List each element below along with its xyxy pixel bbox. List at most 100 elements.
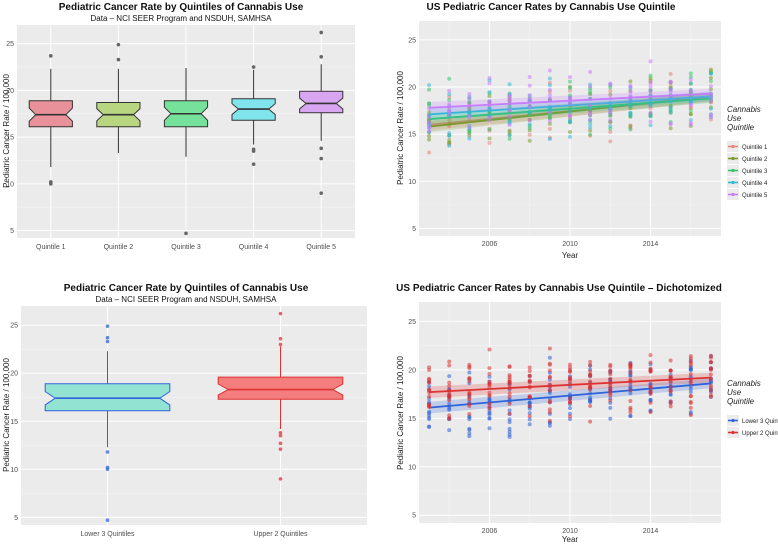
data-point <box>608 391 613 396</box>
data-point <box>527 400 532 405</box>
outlier-point <box>319 30 324 35</box>
data-point <box>588 363 593 368</box>
outlier-point <box>251 162 256 166</box>
box-quintile-3 <box>163 67 209 236</box>
data-point <box>547 76 552 81</box>
x-tick-label: 2014 <box>643 528 659 535</box>
data-point <box>708 76 713 81</box>
legend-label: Lower 3 Quintiles <box>742 419 778 425</box>
data-point <box>427 404 432 409</box>
x-tick-label: 2006 <box>482 241 498 248</box>
data-point <box>588 112 593 117</box>
data-point <box>467 411 472 416</box>
data-point <box>568 406 572 411</box>
data-point <box>688 77 693 82</box>
data-point <box>588 117 593 122</box>
data-point <box>527 118 532 123</box>
data-point <box>507 122 512 127</box>
data-point <box>608 107 613 112</box>
data-point <box>527 404 532 409</box>
outlier-point <box>278 342 283 347</box>
data-point <box>427 134 432 139</box>
data-point <box>467 370 472 375</box>
data-point <box>507 417 512 422</box>
outlier-point <box>278 336 283 341</box>
data-point <box>648 103 653 108</box>
y-tick-label: 10 <box>6 181 14 188</box>
panel-b-y-axis-label: Pediatric Cancer Rate / 100,000 <box>396 71 405 185</box>
data-point <box>648 366 653 371</box>
data-point <box>447 428 452 433</box>
outlier-point <box>278 441 283 446</box>
data-point <box>628 388 633 393</box>
data-point <box>588 69 593 74</box>
data-point <box>547 110 552 115</box>
panel-d-x-axis-label: Year <box>562 535 579 544</box>
data-point <box>547 410 552 415</box>
data-point <box>608 124 613 129</box>
data-point <box>648 389 653 394</box>
data-point <box>688 97 693 102</box>
data-point <box>527 378 532 383</box>
data-point <box>588 369 593 374</box>
data-point <box>447 359 452 364</box>
data-point <box>547 399 552 404</box>
data-point <box>447 95 452 100</box>
y-tick-label: 5 <box>10 228 14 235</box>
box-body <box>44 383 171 412</box>
data-point <box>568 379 572 384</box>
data-point <box>467 379 472 384</box>
outlier-point <box>105 465 110 470</box>
x-tick-label: Quintile 1 <box>36 244 66 251</box>
data-point <box>487 141 492 146</box>
y-tick-label: 10 <box>408 179 416 186</box>
data-point <box>547 96 552 101</box>
data-point <box>467 434 472 439</box>
data-point <box>568 414 572 419</box>
legend-key-point <box>731 192 735 197</box>
data-point <box>487 401 492 406</box>
y-tick-label: 10 <box>408 464 416 471</box>
data-point <box>648 88 653 93</box>
data-point <box>588 125 593 130</box>
data-point <box>467 130 472 135</box>
data-point <box>648 101 653 106</box>
y-tick-label: 20 <box>408 367 416 374</box>
data-point <box>588 91 593 96</box>
data-point <box>427 417 432 422</box>
data-point <box>568 79 572 84</box>
data-point <box>588 103 593 108</box>
x-tick-label: 2014 <box>643 241 659 248</box>
outlier-point <box>278 477 283 481</box>
data-point <box>487 393 492 398</box>
data-point <box>427 394 432 399</box>
data-point <box>608 111 613 116</box>
x-tick-label: Quintile 3 <box>171 244 201 251</box>
legend-label: Quintile 2 <box>742 157 768 163</box>
data-point <box>547 136 552 141</box>
legend-key-point <box>731 430 735 435</box>
legend-key-point <box>731 144 735 149</box>
data-point <box>608 88 613 93</box>
outlier-point <box>116 57 121 62</box>
data-point <box>668 399 673 404</box>
data-point <box>467 395 472 400</box>
data-point <box>588 372 593 377</box>
data-point <box>527 138 532 143</box>
data-point <box>688 413 693 418</box>
x-tick-label: Quintile 5 <box>306 244 336 251</box>
y-tick-label: 25 <box>6 41 14 48</box>
data-point <box>447 398 452 403</box>
data-point <box>628 399 633 404</box>
data-point <box>527 373 532 378</box>
panel-d-ticks: 5 10 15 20 25 2006 2010 2014 <box>408 319 658 535</box>
data-point <box>588 399 593 404</box>
data-point <box>708 87 713 92</box>
data-point <box>527 414 532 419</box>
data-point <box>447 131 452 136</box>
data-point <box>588 379 593 384</box>
legend-label: Quintile 5 <box>742 193 768 199</box>
data-point <box>527 97 532 102</box>
